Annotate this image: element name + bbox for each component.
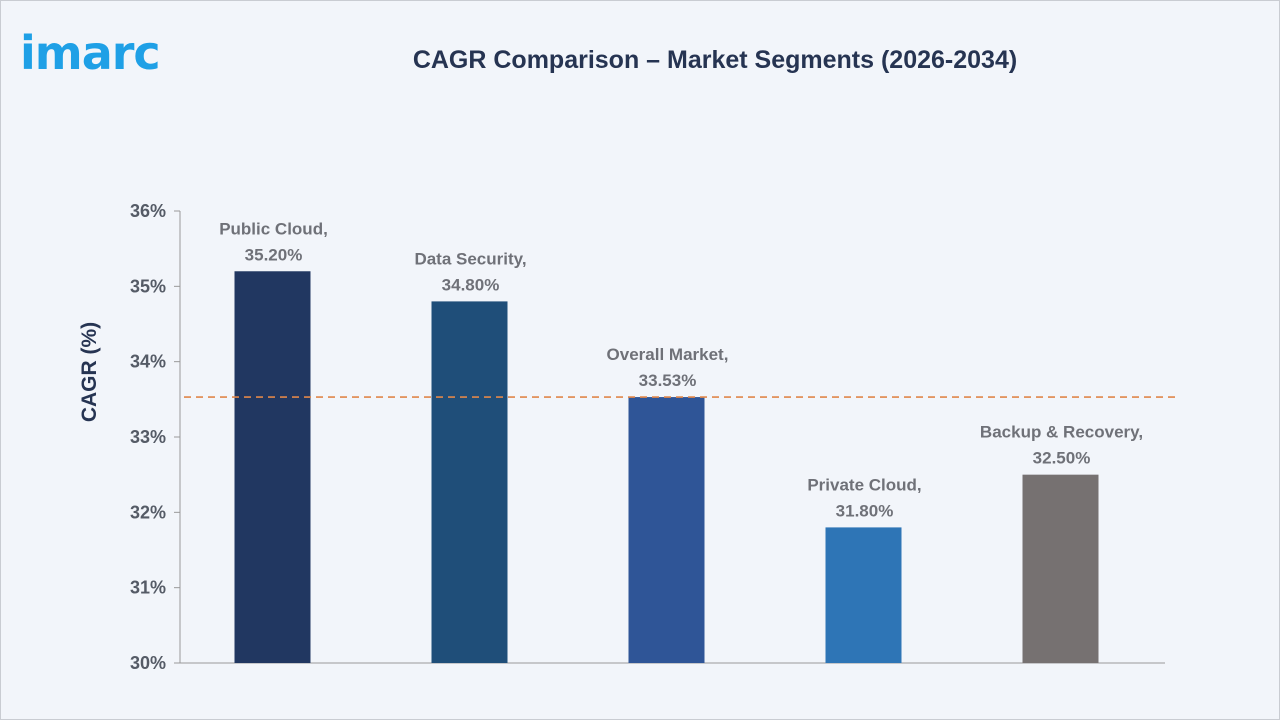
data-label-value: 35.20% — [245, 245, 303, 264]
data-labels-group: Public Cloud, 35.20% Data Security, 34.80% O… — [219, 219, 1143, 520]
bar — [431, 301, 508, 663]
bars-group — [234, 271, 1099, 663]
y-tick-label: 35% — [130, 276, 166, 296]
y-tick-label: 30% — [130, 653, 166, 673]
y-axis-label: CAGR (%) — [78, 322, 101, 422]
data-label-category: Public Cloud, — [219, 219, 328, 238]
bar — [825, 527, 902, 663]
axes: 30% 31% 32% 33% 34% 35% 36% — [130, 201, 1165, 673]
data-label-category: Backup & Recovery, — [980, 423, 1143, 442]
y-tick-label: 36% — [130, 201, 166, 221]
data-label-value: 31.80% — [836, 501, 894, 520]
data-label-value: 32.50% — [1033, 449, 1091, 468]
data-label-category: Overall Market, — [607, 345, 729, 364]
data-label-category: Data Security, — [414, 249, 526, 268]
chart-title: CAGR Comparison – Market Segments (2026-… — [412, 46, 1018, 74]
y-tick-label: 34% — [130, 352, 166, 372]
bar — [234, 271, 311, 663]
y-tick-label: 33% — [130, 427, 166, 447]
y-tick-label: 32% — [130, 502, 166, 522]
bar — [1022, 474, 1099, 663]
data-label-value: 34.80% — [442, 275, 500, 294]
y-tick-label: 31% — [130, 578, 166, 598]
data-label-category: Private Cloud, — [807, 475, 921, 494]
data-label-value: 33.53% — [639, 371, 697, 390]
imarc-logo: imarc — [20, 26, 161, 80]
bar — [628, 397, 705, 663]
